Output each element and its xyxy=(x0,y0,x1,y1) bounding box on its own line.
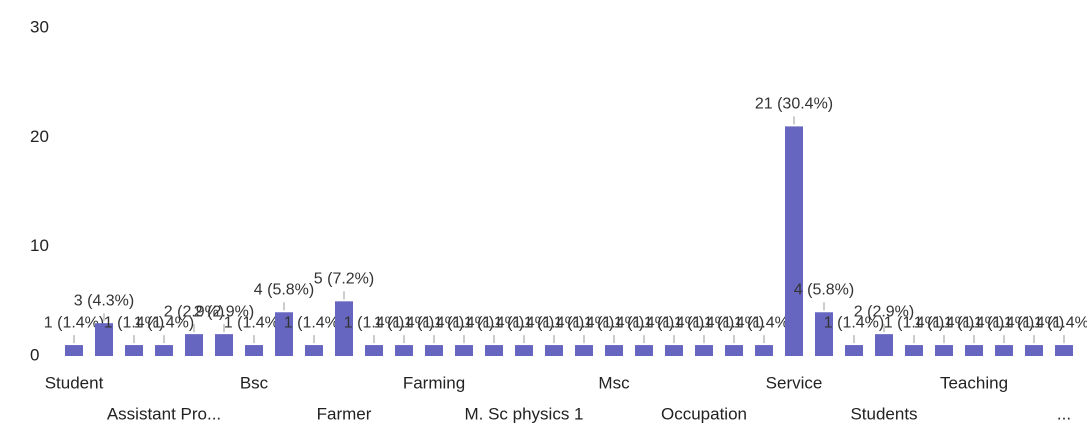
value-label: 4 (5.8%) xyxy=(794,281,854,298)
value-label: 1 (1.4%) xyxy=(644,314,704,331)
value-label: 1 (1.4%) xyxy=(404,314,464,331)
bar xyxy=(875,334,893,356)
value-label: 1 (1.4%) xyxy=(914,314,974,331)
y-tick-label: 10 xyxy=(30,236,49,255)
bar xyxy=(1055,345,1073,356)
bar xyxy=(125,345,143,356)
bar xyxy=(335,301,353,356)
value-label: 5 (7.2%) xyxy=(314,271,374,288)
bar xyxy=(185,334,203,356)
bar xyxy=(965,345,983,356)
value-label: 1 (1.4%) xyxy=(734,314,794,331)
x-tick-label: ... xyxy=(1057,404,1071,423)
value-label: 1 (1.4%) xyxy=(284,314,344,331)
x-tick-label: Msc xyxy=(598,373,630,392)
bar xyxy=(365,345,383,356)
bar xyxy=(395,345,413,356)
value-label: 1 (1.4%) xyxy=(524,314,584,331)
value-label: 1 (1.4%) xyxy=(134,314,194,331)
x-tick-label: Student xyxy=(45,373,104,392)
value-label: 2 (2.9%) xyxy=(164,303,224,320)
x-tick-label: Occupation xyxy=(661,404,747,423)
bar xyxy=(485,345,503,356)
x-tick-label: Farmer xyxy=(317,404,372,423)
value-label: 1 (1.4%) xyxy=(344,314,404,331)
value-label: 1 (1.4%) xyxy=(224,314,284,331)
y-tick-label: 30 xyxy=(30,17,49,36)
bar xyxy=(515,345,533,356)
bar xyxy=(935,345,953,356)
value-label: 1 (1.4%) xyxy=(554,314,614,331)
bar xyxy=(575,345,593,356)
value-label: 3 (4.3%) xyxy=(74,292,134,309)
value-label: 4 (5.8%) xyxy=(254,281,314,298)
bar xyxy=(215,334,233,356)
value-label: 21 (30.4%) xyxy=(755,96,833,113)
value-label: 2 (2.9%) xyxy=(854,303,914,320)
value-label: 1 (1.4%) xyxy=(704,314,764,331)
value-label: 1 (1.4%) xyxy=(374,314,434,331)
value-label: 1 (1.4%) xyxy=(674,314,734,331)
bar xyxy=(635,345,653,356)
bar xyxy=(455,345,473,356)
bar xyxy=(605,345,623,356)
bar xyxy=(665,345,683,356)
value-label: 1 (1.4%) xyxy=(944,314,1004,331)
value-label: 1 (1.4%) xyxy=(1004,314,1064,331)
bar xyxy=(155,345,173,356)
value-label: 1 (1.4%) xyxy=(44,314,104,331)
value-label: 1 (1.4%) xyxy=(434,314,494,331)
x-tick-label: Students xyxy=(850,404,917,423)
bar xyxy=(65,345,83,356)
value-label: 1 (1.4%) xyxy=(824,314,884,331)
x-tick-label: Assistant Pro... xyxy=(107,404,221,423)
value-label: 1 (1.4%) xyxy=(1034,314,1087,331)
y-tick-label: 0 xyxy=(30,345,39,364)
value-label: 2 (2.9%) xyxy=(194,303,254,320)
value-label: 1 (1.4%) xyxy=(614,314,674,331)
bar xyxy=(545,345,563,356)
x-tick-label: Service xyxy=(766,373,823,392)
bar xyxy=(845,345,863,356)
x-tick-label: Bsc xyxy=(240,373,269,392)
bar xyxy=(305,345,323,356)
x-tick-label: Teaching xyxy=(940,373,1008,392)
bar xyxy=(95,323,113,356)
bar xyxy=(275,312,293,356)
bar xyxy=(695,345,713,356)
bar xyxy=(905,345,923,356)
x-tick-label: M. Sc physics 1 xyxy=(464,404,583,423)
bar xyxy=(815,312,833,356)
bar xyxy=(425,345,443,356)
bar xyxy=(755,345,773,356)
value-label: 1 (1.4%) xyxy=(104,314,164,331)
value-label: 1 (1.4%) xyxy=(464,314,524,331)
bar xyxy=(245,345,263,356)
bar xyxy=(785,126,803,357)
value-label: 1 (1.4%) xyxy=(494,314,554,331)
bar xyxy=(1025,345,1043,356)
y-tick-label: 20 xyxy=(30,127,49,146)
bar xyxy=(995,345,1013,356)
value-label: 1 (1.4%) xyxy=(974,314,1034,331)
value-label: 1 (1.4%) xyxy=(584,314,644,331)
bar xyxy=(725,345,743,356)
x-tick-label: Farming xyxy=(403,373,465,392)
value-label: 1 (1.4%) xyxy=(884,314,944,331)
